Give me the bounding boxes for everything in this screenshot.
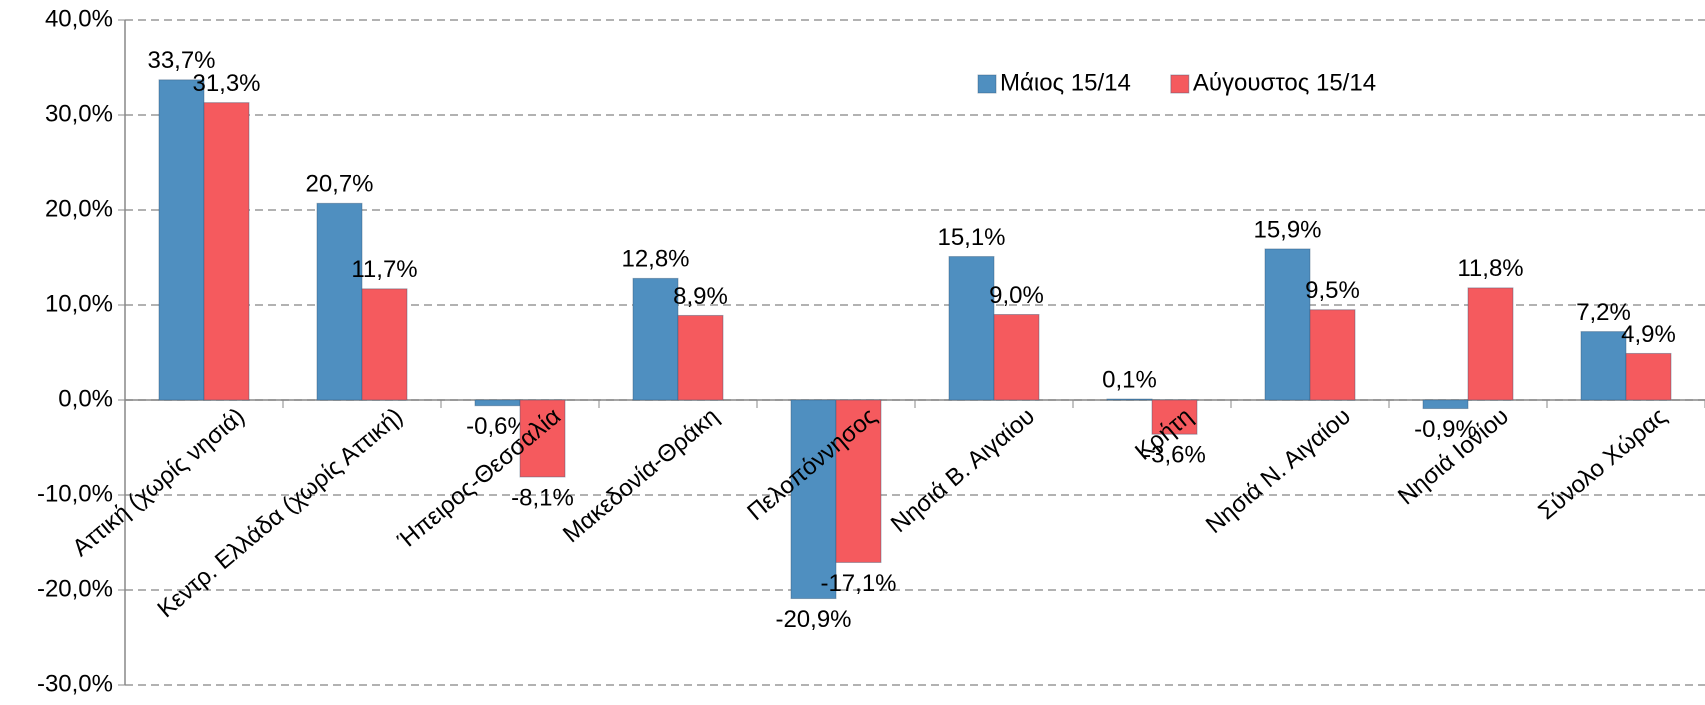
bar [993,314,1040,401]
data-label: -20,9% [775,606,851,633]
legend-swatch [1170,74,1190,94]
x-tick-label: Νησιά Ν. Αιγαίου [1201,403,1356,539]
data-label: -17,1% [820,570,896,597]
bar [203,102,250,401]
y-tick-label: -10,0% [37,480,113,507]
x-tick-label: Σύνολο Χώρας [1533,403,1672,525]
y-tick-label: 10,0% [45,290,113,317]
data-label: 0,1% [1102,366,1157,393]
data-label: -0,9% [1414,416,1477,443]
data-label: 12,8% [621,246,689,273]
bar [1580,331,1627,401]
data-label: -8,1% [511,484,574,511]
bar [1467,287,1514,401]
data-label: -3,6% [1143,442,1206,469]
y-tick-label: 30,0% [45,100,113,127]
legend-label: Αύγουστος 15/14 [1193,69,1376,96]
data-label: 9,0% [989,282,1044,309]
x-tick-label: Κεντρ. Ελλάδα (χωρίς Αττική) [152,403,407,623]
data-label: 15,1% [937,224,1005,251]
bar [158,79,205,401]
x-tick-label: Νησιά Β. Αιγαίου [886,403,1040,538]
bar [790,399,837,600]
bar [361,288,408,401]
legend-label: Μάιος 15/14 [1000,69,1131,96]
bar [1309,309,1356,401]
bar [677,314,724,401]
data-label: 15,9% [1253,216,1321,243]
legend-swatch [977,74,997,94]
y-tick-label: 0,0% [58,385,113,412]
bar [474,399,521,407]
data-label: 11,7% [351,256,417,283]
bar [1422,399,1469,410]
data-label: 20,7% [305,171,373,198]
data-label: 11,8% [1457,255,1523,282]
y-tick-label: -20,0% [37,575,113,602]
bar [948,256,995,401]
bar [519,399,566,478]
x-tick-label: Μακεδονία-Θράκη [558,403,724,548]
data-label: 4,9% [1621,321,1676,348]
data-label: 7,2% [1576,299,1631,326]
y-tick-label: 40,0% [45,5,113,32]
y-tick-label: 20,0% [45,195,113,222]
bar [632,277,679,401]
bar [316,202,363,401]
data-label: 33,7% [147,47,215,74]
data-label: 31,3% [192,70,260,97]
y-tick-label: -30,0% [37,670,113,697]
bar [1151,399,1198,435]
data-label: -0,6% [466,413,529,440]
data-label: 9,5% [1305,277,1360,304]
bar [1106,398,1153,401]
bar [835,399,882,563]
bar [1625,352,1672,401]
bar [1264,248,1311,401]
data-label: 8,9% [673,283,728,310]
